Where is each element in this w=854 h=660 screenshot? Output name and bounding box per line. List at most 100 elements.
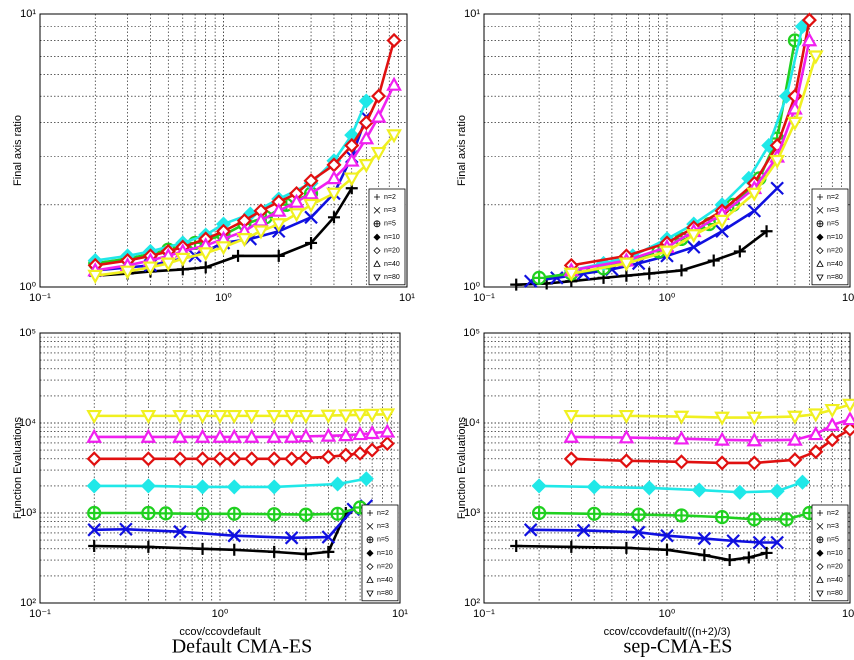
plot-area <box>510 398 854 567</box>
marker <box>746 455 762 471</box>
x-tick-label: 10⁻¹ <box>29 608 51 620</box>
marker <box>322 545 335 558</box>
y-axis-label: Final axis ratio <box>12 115 24 186</box>
legend-marker <box>366 563 374 571</box>
marker <box>320 427 337 442</box>
marker <box>510 539 523 552</box>
marker <box>140 409 157 425</box>
marker <box>321 530 336 544</box>
marker <box>86 409 103 425</box>
marker <box>304 210 318 225</box>
y-tick-label: 10⁰ <box>463 281 480 293</box>
marker <box>288 193 305 208</box>
marker <box>236 233 253 248</box>
legend-label: n=10 <box>827 550 843 557</box>
plot-area <box>87 32 402 284</box>
marker <box>370 146 387 162</box>
marker <box>172 409 188 425</box>
marker <box>195 451 211 467</box>
marker <box>330 506 345 521</box>
marker <box>714 214 730 229</box>
marker <box>726 534 740 548</box>
marker <box>305 236 318 249</box>
marker <box>86 451 102 467</box>
marker <box>140 478 156 494</box>
legend-marker <box>816 536 824 544</box>
marker <box>787 431 803 446</box>
y-tick-label: 10² <box>20 597 36 609</box>
marker <box>227 528 242 543</box>
marker <box>808 444 824 460</box>
legend-marker <box>816 576 824 583</box>
marker <box>565 540 578 553</box>
x-tick-label: 10⁻¹ <box>473 608 495 620</box>
marker <box>364 424 380 440</box>
marker <box>563 428 580 443</box>
x-axis-label: ccov/ccovdefault <box>179 626 260 638</box>
plot-area <box>510 12 824 291</box>
marker <box>586 479 602 495</box>
marker <box>742 551 755 564</box>
y-tick-label: 10⁵ <box>19 327 36 339</box>
marker <box>327 211 340 224</box>
marker <box>87 505 102 521</box>
marker <box>631 507 646 522</box>
marker <box>243 409 260 425</box>
marker <box>760 546 773 559</box>
x-tick-label: 10⁰ <box>659 292 676 304</box>
marker <box>673 410 690 425</box>
legend-marker <box>816 260 824 267</box>
marker <box>140 451 156 467</box>
marker <box>160 257 177 272</box>
marker <box>563 451 579 467</box>
legend-marker <box>816 523 824 530</box>
marker <box>618 453 634 469</box>
marker <box>824 432 840 448</box>
marker <box>298 409 314 425</box>
marker <box>86 478 102 494</box>
x-tick-label: 10⁻¹ <box>29 292 51 304</box>
marker <box>119 265 136 280</box>
marker <box>379 408 396 423</box>
marker <box>770 181 784 196</box>
marker <box>352 445 368 461</box>
marker <box>641 480 657 496</box>
legend-label: n=2 <box>827 194 839 201</box>
marker <box>563 267 580 282</box>
marker <box>618 409 635 425</box>
marker <box>226 479 242 495</box>
marker <box>226 428 243 443</box>
y-tick-label: 10⁴ <box>19 417 36 429</box>
marker <box>531 478 547 494</box>
x-tick-label: 10¹ <box>392 608 408 620</box>
y-tick-label: 10² <box>464 597 480 609</box>
caption: Default CMA-ES <box>172 636 313 658</box>
marker <box>510 278 523 291</box>
marker <box>283 428 300 443</box>
marker <box>344 137 360 154</box>
marker <box>686 240 701 254</box>
marker <box>268 545 281 558</box>
marker <box>358 471 374 487</box>
legend-label: n=2 <box>384 194 396 201</box>
marker <box>807 408 824 423</box>
marker <box>714 411 730 426</box>
marker <box>87 523 101 537</box>
marker <box>364 442 380 458</box>
marker <box>212 409 228 425</box>
marker <box>787 452 803 468</box>
legend-marker <box>816 220 824 228</box>
marker <box>697 531 712 546</box>
marker <box>807 425 824 441</box>
marker <box>298 428 314 443</box>
marker <box>379 436 395 452</box>
legend-label: n=40 <box>384 261 400 268</box>
marker <box>747 204 762 218</box>
marker <box>326 170 342 185</box>
legend-marker <box>816 274 824 282</box>
caption: sep-CMA-ES <box>624 636 733 658</box>
y-tick-label: 10¹ <box>464 8 480 20</box>
legend-marker <box>816 233 824 241</box>
marker <box>779 512 794 527</box>
marker <box>352 409 368 424</box>
